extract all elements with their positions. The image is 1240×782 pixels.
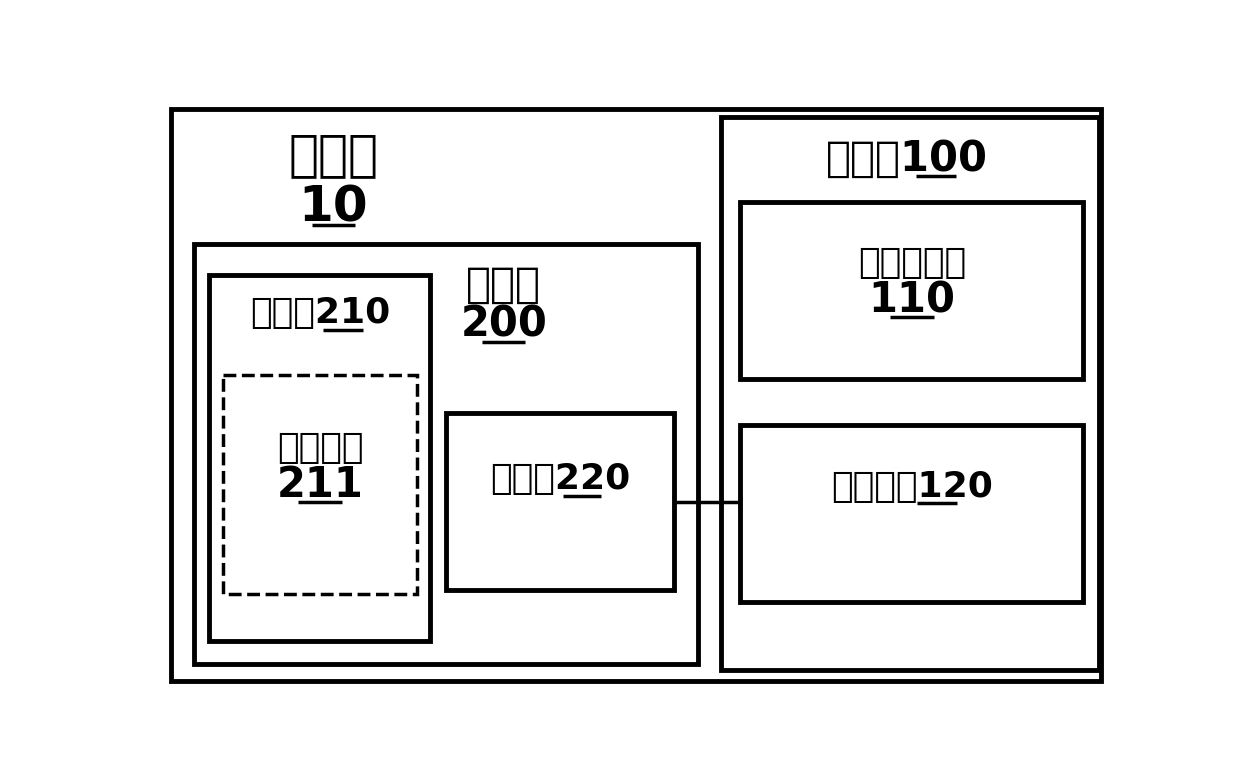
Text: 处理器220: 处理器220 [490,462,630,496]
Bar [740,202,1084,378]
Text: 空调器: 空调器 [288,131,378,179]
Text: 200: 200 [460,304,547,346]
Bar [740,425,1084,602]
Text: 211: 211 [277,464,363,506]
Bar [193,244,697,664]
Bar [223,375,417,594]
Bar [210,274,430,640]
Bar [445,414,675,590]
Text: 控制器: 控制器 [466,264,541,306]
Text: 室内换热器: 室内换热器 [858,246,966,280]
Text: 10: 10 [299,184,368,231]
Text: 室内机100: 室内机100 [826,138,988,181]
Text: 110: 110 [869,279,956,321]
Text: 控制程序: 控制程序 [277,431,363,465]
Text: 存储器210: 存储器210 [250,296,391,330]
Bar [720,117,1099,670]
Text: 室内风机120: 室内风机120 [831,469,993,504]
